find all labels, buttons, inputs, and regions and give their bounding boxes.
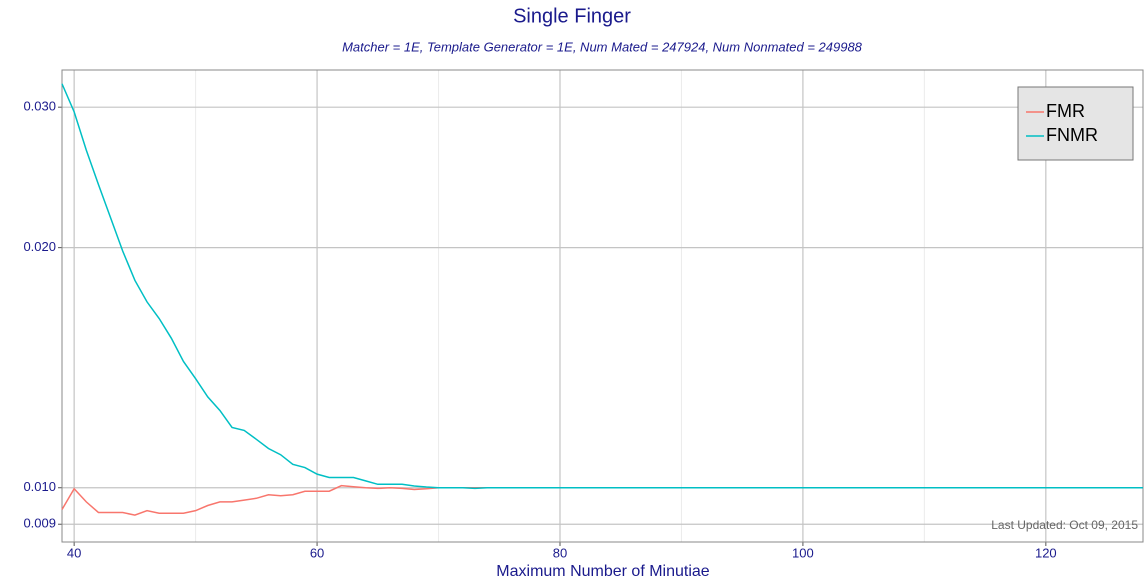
x-tick-label: 80 bbox=[553, 545, 567, 560]
annotation: Last Updated: Oct 09, 2015 bbox=[991, 518, 1138, 532]
legend-box bbox=[1017, 86, 1134, 161]
x-tick-label: 60 bbox=[310, 545, 324, 560]
series-line bbox=[61, 83, 1143, 490]
legend-label: FNMR bbox=[1046, 125, 1098, 145]
y-tick-label: 0.009 bbox=[23, 516, 56, 531]
plot-background bbox=[62, 70, 1143, 542]
y-tick-label: 0.020 bbox=[23, 239, 56, 254]
x-tick-label: 100 bbox=[792, 545, 814, 560]
x-tick-label: 40 bbox=[67, 545, 81, 560]
x-axis-label: Maximum Number of Minutiae bbox=[496, 563, 710, 580]
y-tick-label: 0.010 bbox=[23, 479, 56, 494]
chart-subtitle: Matcher = 1E, Template Generator = 1E, N… bbox=[342, 39, 863, 54]
legend-label: FMR bbox=[1046, 101, 1085, 121]
y-tick-label: 0.030 bbox=[23, 99, 56, 114]
plot-border bbox=[61, 69, 1144, 543]
x-tick-label: 120 bbox=[1035, 545, 1057, 560]
chart-title: Single Finger bbox=[513, 5, 631, 27]
